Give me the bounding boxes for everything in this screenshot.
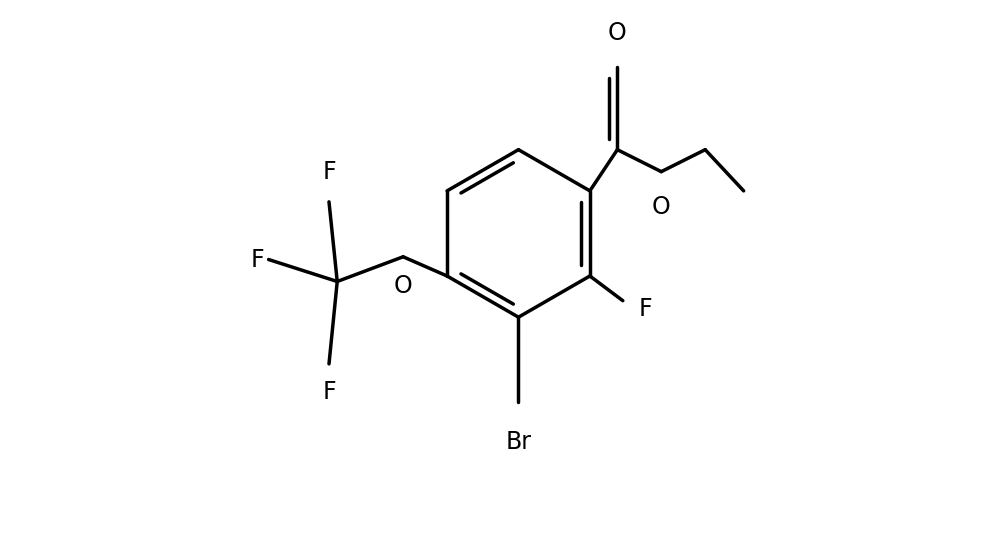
Text: F: F bbox=[322, 160, 335, 184]
Text: Br: Br bbox=[505, 430, 531, 454]
Text: F: F bbox=[322, 380, 335, 405]
Text: O: O bbox=[651, 195, 670, 219]
Text: O: O bbox=[608, 22, 626, 45]
Text: F: F bbox=[250, 247, 264, 272]
Text: O: O bbox=[393, 274, 412, 298]
Text: F: F bbox=[638, 297, 651, 321]
